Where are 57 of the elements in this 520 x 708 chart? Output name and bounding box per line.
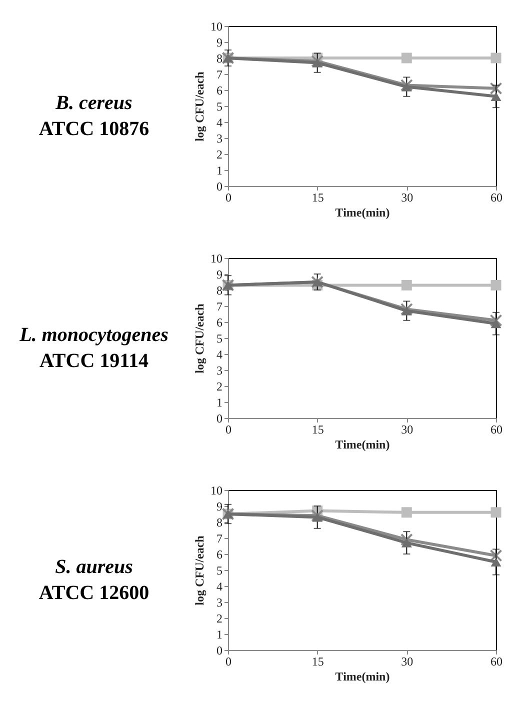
y-tick-label: 6 (216, 547, 222, 561)
y-tick-label: 3 (216, 595, 222, 609)
y-tick-label: 0 (216, 411, 222, 425)
x-tick-label: 15 (312, 422, 324, 436)
y-tick-label: 10 (210, 19, 222, 33)
y-tick-label: 6 (216, 83, 222, 97)
x-tick-label: 15 (312, 190, 324, 204)
y-tick-label: 4 (216, 579, 222, 593)
y-axis-title: log CFU/each (192, 534, 206, 605)
y-tick-label: 0 (216, 643, 222, 657)
y-tick-label: 7 (216, 531, 222, 545)
text: S. aureus (54, 555, 134, 580)
y-tick-label: 1 (216, 163, 222, 177)
x-tick-label: 0 (226, 654, 232, 668)
y-tick-label: 2 (216, 611, 222, 625)
text: ATCC 10876 (38, 117, 150, 142)
x-tick-label: 30 (401, 190, 414, 204)
y-tick-label: 6 (216, 315, 222, 329)
x-tick-label: 0 (226, 190, 232, 204)
y-tick-label: 3 (216, 363, 222, 377)
y-tick-label: 1 (216, 395, 222, 409)
y-tick-label: 2 (216, 379, 222, 393)
x-tick-label: 60 (490, 654, 502, 668)
y-tick-label: 9 (216, 35, 222, 49)
y-tick-label: 10 (210, 483, 222, 497)
y-tick-label: 10 (210, 251, 222, 265)
x-axis-title: Time(min) (335, 669, 390, 683)
x-tick-label: 60 (490, 190, 502, 204)
y-tick-label: 4 (216, 115, 222, 129)
text: ATCC 12600 (38, 581, 150, 606)
y-tick-label: 1 (216, 627, 222, 641)
text: B. cereus (54, 91, 134, 116)
x-tick-label: 30 (401, 654, 414, 668)
y-tick-label: 8 (216, 515, 222, 529)
y-tick-label: 5 (216, 99, 222, 113)
y-tick-label: 2 (216, 147, 222, 161)
y-tick-label: 9 (216, 499, 222, 513)
y-tick-label: 9 (216, 267, 222, 281)
y-tick-label: 0 (216, 179, 222, 193)
y-tick-label: 3 (216, 131, 222, 145)
y-tick-label: 7 (216, 67, 222, 81)
x-tick-label: 60 (490, 422, 502, 436)
y-tick-label: 8 (216, 51, 222, 65)
y-tick-label: 5 (216, 563, 222, 577)
y-axis-title: log CFU/each (192, 70, 206, 141)
y-tick-label: 7 (216, 299, 222, 313)
x-axis-title: Time(min) (335, 437, 390, 451)
x-tick-label: 30 (401, 422, 414, 436)
y-tick-label: 5 (216, 331, 222, 345)
x-tick-label: 15 (312, 654, 324, 668)
text: L. monocytogenes (18, 323, 170, 348)
text: ATCC 19114 (38, 349, 150, 374)
x-tick-label: 0 (226, 422, 232, 436)
y-axis-title: log CFU/each (192, 302, 206, 373)
y-tick-label: 4 (216, 347, 222, 361)
x-axis-title: Time(min) (335, 205, 390, 219)
y-tick-label: 8 (216, 283, 222, 297)
